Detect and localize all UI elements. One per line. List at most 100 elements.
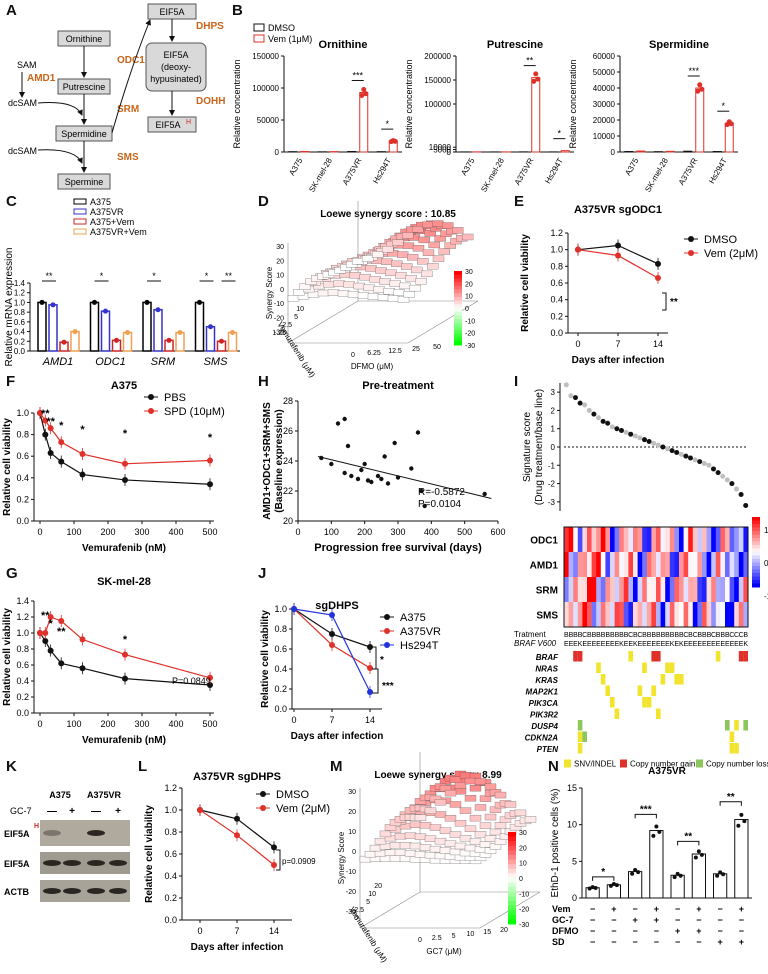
x-tick-4: 50 — [433, 344, 441, 351]
z-tick-0: 30 — [276, 244, 284, 251]
legend-2: A375+Vem — [90, 217, 134, 227]
heatmap-cell-3-31 — [706, 602, 712, 627]
bar-1-0 — [89, 301, 100, 352]
heatmap-cell-2-11 — [614, 577, 620, 602]
svg-text:EIF5A: EIF5A — [155, 120, 180, 130]
heatmap-cell-2-4 — [582, 577, 588, 602]
mutation-cell-7-1 — [582, 731, 587, 742]
treatment-code-12: B — [619, 632, 624, 639]
mutation-cell-6-1 — [725, 720, 730, 731]
point-0-2 — [47, 449, 54, 456]
scatter-point-4 — [345, 443, 351, 449]
heatmap-cell-1-12 — [619, 552, 625, 577]
condition-sign-0-0: − — [590, 904, 595, 914]
x-tick-2: 12.5 — [388, 348, 402, 355]
legend-dmso: DMSO — [268, 23, 295, 33]
scale-cell-4 — [752, 531, 760, 535]
x-tick-label-1: 7 — [615, 339, 620, 349]
mutation-label-7: CDKN2A — [525, 734, 559, 743]
mutation-cell-6-3 — [734, 720, 739, 731]
sig-0: * — [601, 867, 605, 878]
surface-cell-0-0 — [287, 295, 300, 302]
point-0-2 — [61, 339, 67, 345]
tick-label-1: 0.2 — [14, 337, 26, 346]
r-value: R=-0.5872 — [418, 487, 465, 498]
tick-label-0-2: 100000 — [252, 84, 279, 93]
scale-cell-8 — [752, 545, 760, 549]
svg-text:Ornithine: Ornithine — [66, 34, 103, 44]
surface-cell-9-8 — [424, 230, 436, 237]
heatmap-cell-2-27 — [688, 577, 694, 602]
point-1-4 — [79, 451, 86, 458]
heatmap-cell-3-29 — [697, 602, 703, 627]
heatmap-row-label-2: SRM — [536, 586, 558, 597]
scale-cell-18 — [454, 337, 462, 342]
title: SK-mel-28 — [97, 576, 151, 588]
heatmap-cell-2-9 — [605, 577, 611, 602]
y-tick-label-1: 2 — [551, 406, 556, 415]
legend-label-0: A375 — [400, 612, 426, 624]
scale-cell-2 — [508, 841, 516, 847]
heatmap-cell-0-25 — [679, 527, 684, 552]
panel-label-h: H — [258, 373, 269, 390]
sig-bracket — [662, 292, 667, 311]
surface-cell-10-5 — [484, 835, 497, 842]
braf-code-32: E — [711, 641, 716, 648]
scale-cell-1 — [752, 520, 760, 525]
point-0-0 — [587, 886, 592, 891]
a375-dose-response-chart: A375 Relative cell viability Vemurafenib (… — [2, 380, 225, 554]
point-1-3 — [58, 618, 65, 624]
panel-label-e: E — [514, 193, 525, 210]
braf-code-17: E — [642, 641, 647, 648]
tick-label-7: 1.4 — [14, 279, 26, 288]
x-label: GC7 (μM) — [426, 947, 462, 956]
surface-cell-10-7 — [428, 241, 440, 249]
condition-sign-1-4: − — [675, 915, 680, 925]
surface-cell-6-3 — [365, 265, 377, 272]
surface-cell-5-2 — [419, 844, 432, 851]
z-tick-2: 10 — [276, 273, 284, 280]
heatmap-cell-1-9 — [605, 552, 611, 577]
category-label-2-3: Hs294T — [707, 156, 729, 185]
y-tick-label-6: -3 — [548, 498, 556, 507]
y-tick-label-2: 10 — [567, 820, 577, 830]
surface-cell-6-7 — [454, 788, 467, 795]
heatmap-cell-0-27 — [688, 527, 694, 552]
surface-cell-0-3 — [305, 278, 317, 285]
point-0-1 — [50, 302, 56, 308]
condition-label-1: GC-7 — [552, 915, 574, 925]
surface-cell-5-5 — [434, 811, 447, 818]
bar-5 — [691, 853, 706, 899]
mutation-cell-2-0 — [600, 674, 606, 685]
pathway-diagram: Ornithine ODC1 SAM AMD1 Putrescine dcSAM… — [8, 3, 225, 190]
svg-text:hypusinated): hypusinated) — [150, 74, 202, 84]
bar-vem-0-0 — [300, 150, 310, 153]
mutation-cell-8-2 — [734, 743, 739, 754]
series-line-0 — [39, 412, 211, 485]
heatmap-cell-3-12 — [619, 602, 625, 627]
surface-cell-8-4 — [459, 835, 472, 842]
condition-sign-0-5: + — [696, 904, 701, 914]
legend-3: A375VR+Vem — [90, 227, 147, 237]
heatmap-cell-1-27 — [688, 552, 694, 577]
surface-cell-7-6 — [459, 807, 472, 814]
sig-5: * — [208, 432, 213, 444]
svg-text:EIF5A: EIF5A — [163, 50, 188, 60]
x-tick-3: 25 — [412, 346, 420, 353]
point-1-0 — [575, 246, 581, 253]
point-1-1 — [329, 642, 335, 648]
surface-cell-11-2 — [409, 284, 421, 292]
panel-label-c: C — [6, 193, 17, 210]
heatmap-cell-0-34 — [720, 527, 726, 552]
heatmap-cell-0-23 — [669, 527, 675, 552]
braf-code-15: K — [633, 641, 638, 648]
x-tick-label-3: 300 — [134, 719, 149, 729]
z-tick-6: -30 — [346, 909, 356, 916]
surface-cell-8-8 — [479, 795, 492, 802]
heatmap-cell-3-34 — [720, 602, 726, 627]
score-point-22 — [665, 446, 670, 452]
tick-label-2-1: 10000 — [593, 132, 616, 141]
surface-cell-8-3 — [385, 269, 397, 277]
point-1-2 — [114, 337, 119, 343]
scale-cell-11 — [752, 555, 760, 560]
